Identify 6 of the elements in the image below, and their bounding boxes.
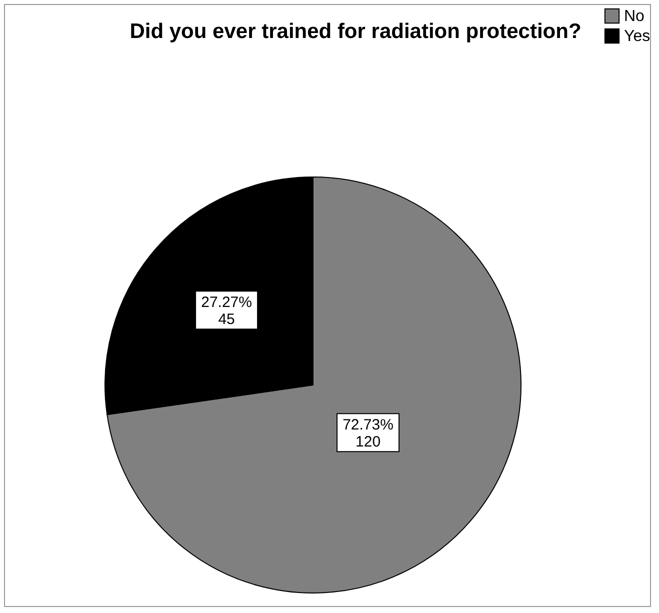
text: Did you ever trained for radiation protection? (130, 20, 582, 43)
legend-label: No (624, 8, 645, 25)
data-label: 27.27% 45 (201, 294, 252, 328)
pie-slice (106, 176, 522, 594)
data-label: 72.73% 120 (342, 416, 394, 451)
legend-label: Yes (624, 28, 650, 45)
